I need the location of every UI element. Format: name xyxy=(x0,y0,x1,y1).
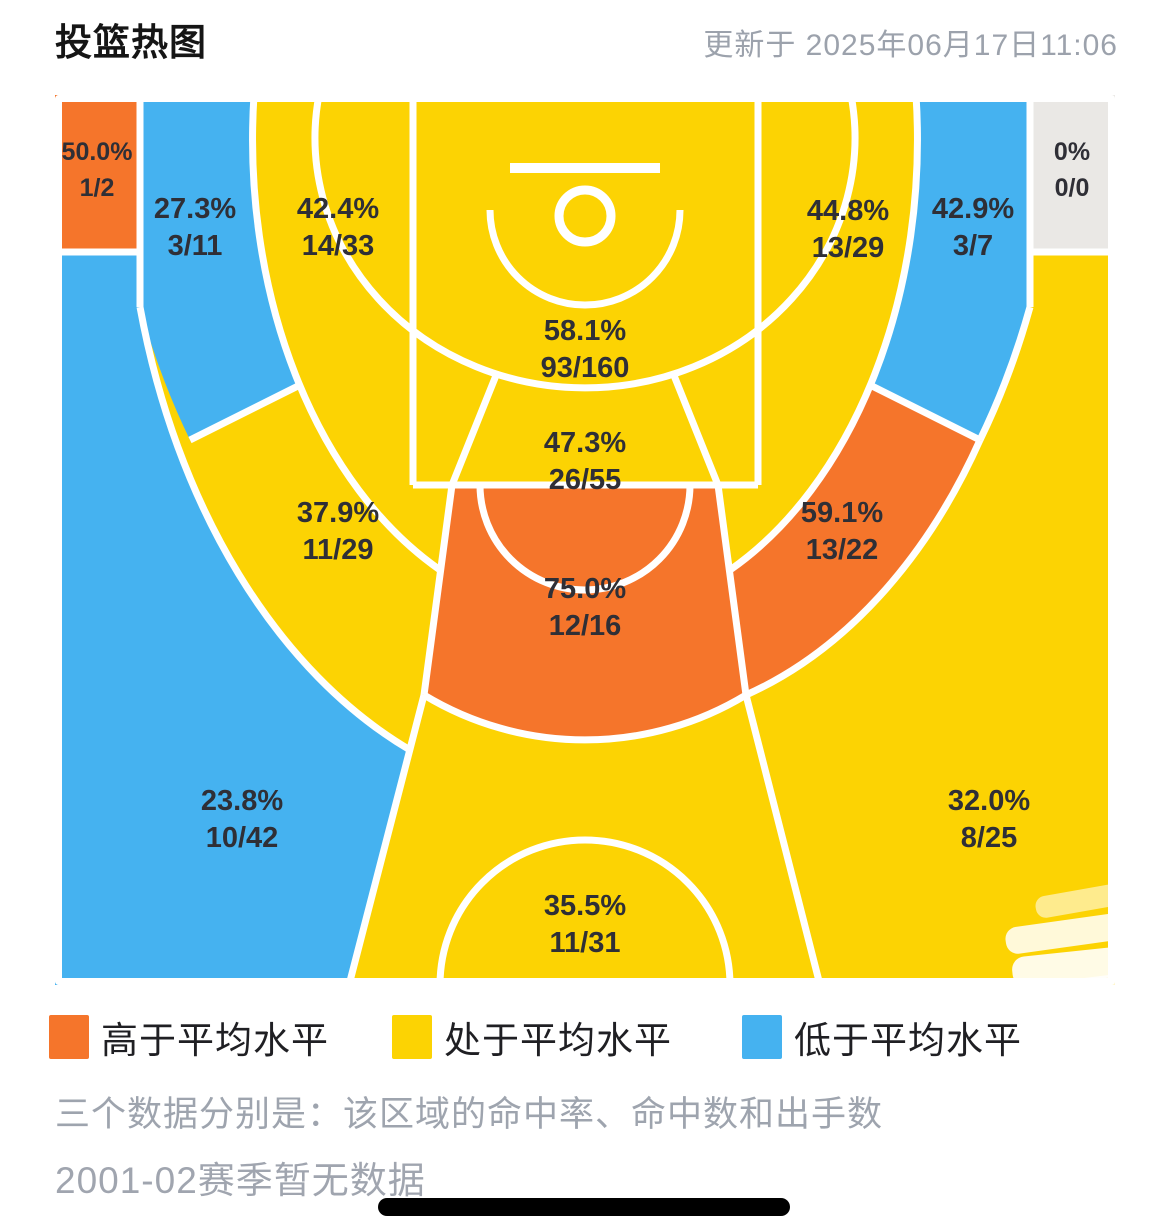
zone-paint-pct: 47.3% xyxy=(544,427,626,459)
zone-paint-ratio: 26/55 xyxy=(549,464,622,496)
legend-label-average: 处于平均水平 xyxy=(444,1020,672,1061)
zone-left-baseline-mid-ratio: 3/11 xyxy=(168,230,223,262)
zone-right-corner-three-pct: 0% xyxy=(1054,138,1090,166)
above-average-swatch xyxy=(49,1015,89,1059)
below-average-swatch xyxy=(742,1015,782,1059)
zone-free-throw-area-pct: 75.0% xyxy=(544,573,626,605)
zone-right-baseline-mid-pct: 42.9% xyxy=(932,193,1014,225)
court-lines xyxy=(55,95,1115,985)
center-circle-arc xyxy=(436,836,734,985)
zone-right-wing-mid-pct: 59.1% xyxy=(801,497,883,529)
paint-wedge-diagonals xyxy=(448,371,722,487)
zone-left-wing-mid-ratio: 11/29 xyxy=(303,534,374,566)
zone-right-wing-mid xyxy=(730,385,980,695)
zone-right-wing-three-ratio: 8/25 xyxy=(961,822,1017,854)
zone-labels: 50.0% 1/2 27.3% 3/11 42.4% 14/33 58.1% 9… xyxy=(62,138,1091,959)
zone-left-wing-three xyxy=(55,252,410,985)
midband-bottom-arc xyxy=(422,692,748,744)
season-no-data-note: 2001-02赛季暂无数据 xyxy=(55,1160,426,1201)
zone-right-elbow-mid-ratio: 13/29 xyxy=(812,232,885,264)
legend: 高于平均水平 处于平均水平 低于平均水平 xyxy=(0,1010,1170,1062)
right-midband-outer-arc xyxy=(744,438,984,699)
legend-item-below-average: 低于平均水平 xyxy=(742,1010,1022,1064)
zone-close-range-pct: 58.1% xyxy=(544,315,626,347)
zone-right-elbow-mid-pct: 44.8% xyxy=(807,195,889,227)
smudge-artifact xyxy=(1005,879,1115,985)
close-range-circle xyxy=(311,95,859,392)
ring-divider-arcs xyxy=(249,95,921,573)
data-explanation-note: 三个数据分别是：该区域的命中率、命中数和出手数 xyxy=(55,1095,884,1134)
legend-label-above-average: 高于平均水平 xyxy=(101,1020,329,1061)
zone-right-corner-three-ratio: 0/0 xyxy=(1055,174,1090,202)
zone-left-baseline-mid xyxy=(140,95,300,440)
legend-item-above-average: 高于平均水平 xyxy=(49,1010,329,1064)
zone-left-corner-three-ratio: 1/2 xyxy=(80,174,115,202)
zone-right-baseline-mid xyxy=(870,95,1030,440)
home-indicator[interactable] xyxy=(378,1198,790,1216)
zone-left-elbow-mid-pct: 42.4% xyxy=(297,193,379,225)
wing-radial-dividers xyxy=(188,381,982,444)
shot-chart-court: 50.0% 1/2 27.3% 3/11 42.4% 14/33 58.1% 9… xyxy=(55,95,1115,985)
zone-right-wing-three-pct: 32.0% xyxy=(948,785,1030,817)
page-title: 投篮热图 xyxy=(55,22,207,63)
updated-timestamp: 更新于 2025年06月17日11:06 xyxy=(703,29,1118,62)
paint-lines xyxy=(409,95,762,489)
bottom-fan-dividers xyxy=(345,694,824,985)
zone-left-wing-mid-pct: 37.9% xyxy=(297,497,379,529)
zone-top-of-key-three-pct: 35.5% xyxy=(544,890,626,922)
zone-left-baseline-mid-pct: 27.3% xyxy=(154,193,236,225)
zone-right-corner-three xyxy=(1030,95,1115,252)
zone-right-baseline-mid-ratio: 3/7 xyxy=(953,230,993,262)
restricted-area-arc xyxy=(486,209,684,309)
zone-left-wing-three-pct: 23.8% xyxy=(201,785,283,817)
header: 投篮热图 更新于 2025年06月17日11:06 xyxy=(55,12,1118,66)
average-swatch xyxy=(392,1015,432,1059)
zone-left-corner-three-pct: 50.0% xyxy=(62,138,133,166)
rim-icon xyxy=(554,185,616,247)
zone-free-throw-area-ratio: 12/16 xyxy=(549,610,622,642)
zone-top-of-key-three-ratio: 11/31 xyxy=(550,927,621,959)
three-point-arc xyxy=(136,306,1034,754)
court-border-line xyxy=(55,95,1115,985)
zone-left-elbow-mid-ratio: 14/33 xyxy=(302,230,375,262)
zone-right-wing-mid-ratio: 13/22 xyxy=(806,534,879,566)
legend-item-average: 处于平均水平 xyxy=(392,1010,672,1064)
corner-strip-lines xyxy=(136,95,1034,307)
midrange-diagonals xyxy=(420,484,750,696)
free-throw-arc xyxy=(476,484,694,594)
zone-left-corner-three xyxy=(55,95,140,252)
zone-close-range-ratio: 93/160 xyxy=(541,352,630,384)
legend-label-below-average: 低于平均水平 xyxy=(794,1020,1022,1061)
zone-left-wing-three-ratio: 10/42 xyxy=(206,822,279,854)
